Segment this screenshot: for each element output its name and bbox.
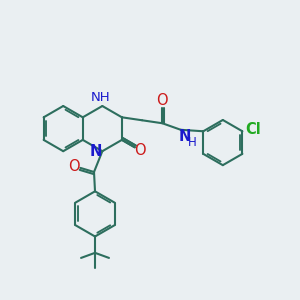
Text: NH: NH [90,91,110,104]
Text: O: O [68,158,80,173]
Text: O: O [157,93,168,108]
Text: N: N [90,144,102,159]
Text: H: H [188,136,197,149]
Text: O: O [135,143,146,158]
Text: N: N [178,129,190,144]
Text: Cl: Cl [245,122,261,137]
